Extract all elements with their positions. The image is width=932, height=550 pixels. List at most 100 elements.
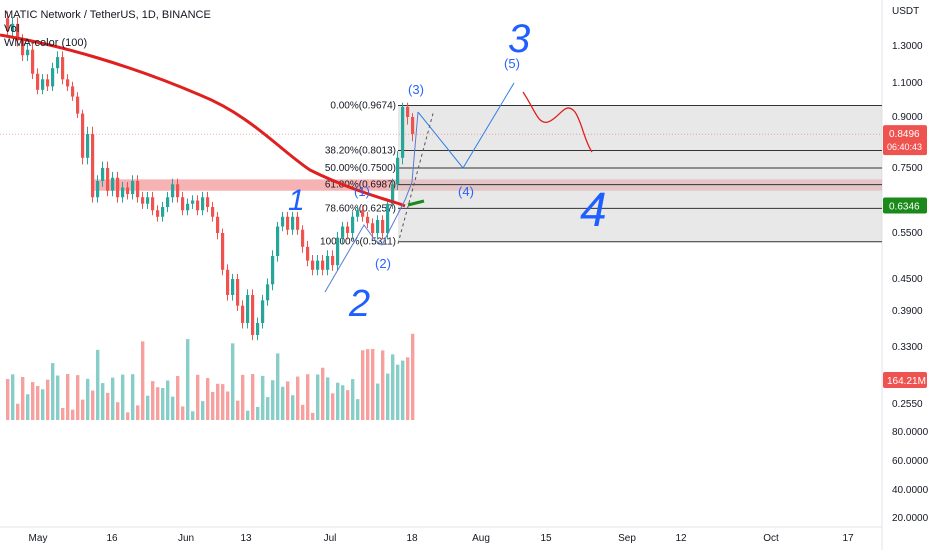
wave-label: (1) (354, 184, 370, 199)
candles (6, 11, 415, 341)
volume-bar (211, 391, 215, 420)
candle-body (171, 184, 175, 198)
volume-bar (161, 388, 165, 420)
volume-bar (56, 375, 60, 420)
volume-bar (381, 350, 385, 420)
volume-bar (31, 382, 35, 420)
volume-bar (266, 397, 270, 420)
volume-bar (41, 389, 45, 420)
candle-body (316, 260, 320, 270)
candle-body (236, 279, 240, 306)
volume-indicator-label[interactable]: Vol (4, 23, 20, 35)
wave-path (324, 111, 419, 293)
projected-correction-path (522, 91, 593, 153)
candle-body (166, 197, 170, 207)
candle-body (286, 216, 290, 230)
symbol-title[interactable]: MATIC Network / TetherUS, 1D, BINANCE (4, 9, 211, 21)
fib-level-label: 100.00%(0.5311) (320, 237, 396, 248)
wma-indicator-label[interactable]: WMA-color (100) (4, 37, 88, 49)
candle-body (131, 181, 135, 194)
volume-bar (201, 401, 205, 420)
candle-body (146, 197, 150, 204)
fib-level-label: 78.60%(0.6257) (325, 203, 396, 214)
candle-body (251, 295, 255, 335)
wma-line (0, 33, 406, 208)
volume-bar (96, 349, 100, 420)
fibonacci-retracement[interactable]: 0.00%(0.9674) 38.20%(0.8013) 50.00%(0.7500… (320, 101, 882, 248)
volume-bar (391, 354, 395, 420)
time-tick-label: 15 (540, 533, 552, 544)
volume-bar (111, 377, 115, 420)
price-axis: 1.3000 1.1000 0.9000 0.7500 0.5500 0.4500 0.39… (0, 41, 929, 524)
volume-bar (66, 374, 70, 420)
axis-unit-label: USDT (892, 6, 919, 17)
candle-body (326, 256, 330, 270)
candle-body (411, 117, 415, 134)
candle-body (246, 295, 250, 323)
candle-body (106, 168, 110, 191)
volume-bar (61, 408, 65, 420)
candle-body (361, 210, 365, 217)
time-tick-label: Jun (178, 533, 194, 544)
time-tick-label: May (29, 533, 48, 544)
volume-bar (411, 333, 415, 420)
volume-bar (36, 386, 40, 420)
wma-value: 0.6346 (889, 202, 920, 213)
wave-label: (5) (504, 56, 520, 71)
volume-bar (286, 381, 290, 420)
volume-bar (71, 409, 75, 420)
volume-bar (406, 357, 410, 420)
candle-body (276, 226, 280, 256)
candle-body (196, 200, 200, 211)
candle-body (226, 269, 230, 295)
candle-body (81, 113, 85, 158)
volume-bar (6, 379, 10, 420)
volume-bar (156, 387, 160, 420)
volume-bar (326, 377, 330, 420)
candle-body (91, 134, 95, 198)
volume-bar (181, 406, 185, 420)
volume-bar (51, 363, 55, 420)
price-tick-label: 0.9000 (892, 112, 923, 123)
volume-bar (301, 404, 305, 420)
fib-trend-line (397, 113, 434, 244)
volume-bar (366, 349, 370, 420)
candle-body (396, 157, 400, 185)
candle-body (391, 184, 395, 204)
price-tick-label: 0.2550 (892, 399, 923, 410)
candle-body (321, 260, 325, 270)
drawings[interactable]: (1) (2) (3) (4) (5) 1 2 3 4 (288, 17, 607, 325)
candle-body (291, 216, 295, 230)
candle-body (221, 233, 225, 270)
volume-bar (121, 374, 125, 420)
fib-level-label: 0.00%(0.9674) (330, 101, 396, 112)
candle-body (331, 256, 335, 266)
candle-body (386, 203, 390, 233)
candle-body (26, 49, 30, 56)
wma-value-tag (883, 197, 927, 214)
candle-body (186, 203, 190, 211)
fib-level-label: 38.20%(0.8013) (325, 146, 396, 157)
candle-body (301, 229, 305, 247)
candle-body (151, 197, 155, 211)
volume-bar (141, 341, 145, 420)
candle-body (51, 68, 55, 87)
candle-body (336, 237, 340, 266)
time-axis: May 16 Jun 13 Jul 18 Aug 15 Sep 12 Oct 17 (29, 533, 854, 544)
candle-body (111, 177, 115, 191)
price-tick-label: 0.5500 (892, 228, 923, 239)
volume-bar (276, 353, 280, 420)
candle-body (46, 79, 50, 87)
projected-wave-path (417, 82, 515, 169)
time-tick-label: 18 (406, 533, 418, 544)
volume-bar (176, 376, 180, 420)
candle-body (6, 18, 10, 32)
volume-bar (216, 383, 220, 420)
candle-body (311, 260, 315, 270)
volume-bar (11, 374, 15, 420)
wma-curve (0, 33, 406, 208)
last-price-tag (883, 125, 927, 156)
volume-bar (341, 385, 345, 420)
volume-bar (26, 394, 30, 420)
